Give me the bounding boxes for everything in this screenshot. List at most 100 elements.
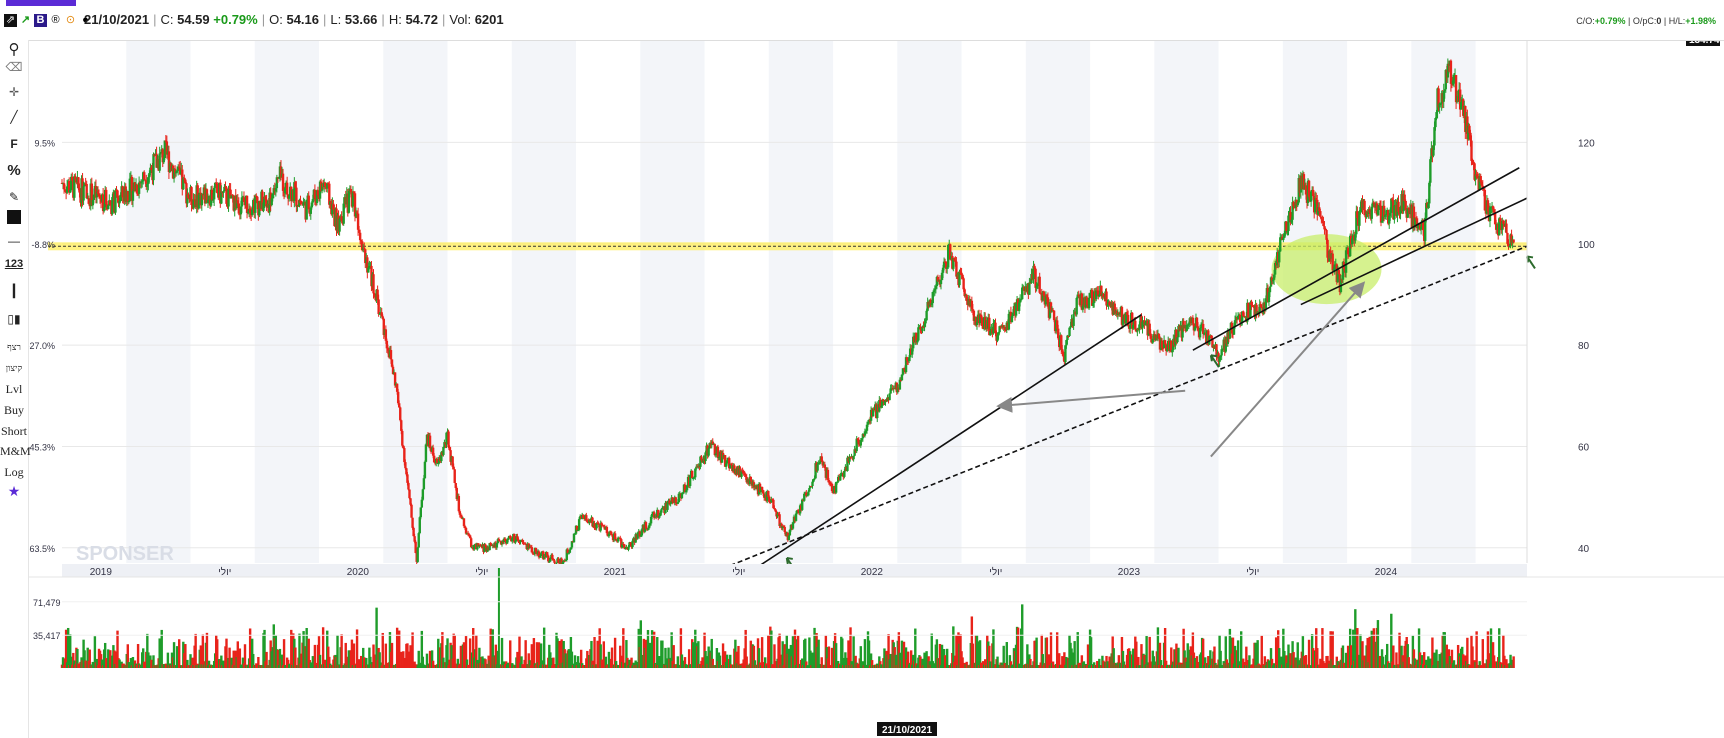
candle-body — [186, 194, 189, 204]
search-icon[interactable]: ⚲ — [8, 41, 20, 58]
candle-body — [867, 420, 871, 423]
volume-bar — [1082, 661, 1086, 668]
candle-body — [1075, 297, 1078, 315]
crosshair-icon[interactable]: ✛ — [8, 85, 20, 99]
short-button[interactable]: Short — [0, 424, 27, 438]
percent-tick-label: -63.5% — [26, 544, 55, 554]
vertical-line-icon[interactable]: ┃ — [10, 284, 18, 298]
candle-body — [823, 464, 827, 469]
volume-bar — [887, 634, 890, 668]
volume-bar — [1398, 632, 1401, 668]
candle-body — [954, 260, 957, 262]
volume-bar — [317, 636, 321, 668]
settings-icon[interactable]: ⊙ — [65, 14, 76, 26]
candle-body — [419, 507, 422, 518]
candle-body — [1036, 283, 1039, 287]
candle-body — [1090, 289, 1094, 306]
x-tick-label: יולי — [989, 566, 1002, 578]
buy-button[interactable]: Buy — [3, 403, 24, 417]
pencil-icon[interactable]: ✎ — [8, 190, 20, 204]
volume-bar — [593, 637, 596, 668]
candle-body — [200, 194, 204, 206]
candle-body — [803, 493, 806, 501]
volume-bar — [1191, 632, 1195, 668]
candle-body — [974, 317, 978, 325]
candle-body — [830, 483, 834, 492]
volume-bar — [1263, 656, 1267, 668]
x-tick-label: יולי — [475, 566, 488, 578]
candle-body — [349, 188, 353, 193]
active-tab-indicator[interactable] — [6, 0, 76, 6]
volume-bar — [388, 632, 392, 668]
volume-bar — [952, 626, 955, 668]
candle-body — [1066, 335, 1069, 341]
candle-body — [1491, 206, 1495, 210]
extreme-button[interactable]: קיצון — [5, 363, 23, 373]
volume-bar — [735, 651, 738, 668]
candle-body — [498, 540, 502, 542]
candle-body — [1097, 290, 1100, 297]
candle-body — [594, 528, 597, 530]
volume-bar — [599, 644, 602, 668]
volume-bar — [313, 644, 317, 668]
candle-body — [279, 166, 283, 177]
volume-bar — [1254, 642, 1257, 668]
color-swatch-button[interactable] — [0, 210, 28, 227]
candle-body — [320, 183, 324, 191]
candle-body — [164, 140, 168, 142]
volume-bar — [955, 635, 958, 668]
candle-body — [1282, 237, 1285, 240]
volume-bar — [1450, 649, 1454, 668]
candle-body — [400, 420, 403, 431]
candle-body — [295, 187, 298, 207]
candle-body — [1351, 238, 1354, 245]
star-icon[interactable]: ★ — [7, 483, 21, 499]
volume-bar — [336, 635, 339, 668]
volume-bar — [194, 633, 197, 668]
candle-body — [597, 523, 600, 525]
volume-bar — [1182, 628, 1185, 668]
compare-icon[interactable]: ↗ — [20, 14, 31, 26]
volume-bar — [930, 633, 933, 668]
candle-body — [328, 183, 331, 205]
candle-body — [1492, 209, 1496, 213]
candle-body — [888, 393, 891, 401]
candle-body — [1199, 327, 1203, 329]
volume-bar — [1016, 627, 1020, 668]
candle-body — [182, 177, 185, 190]
candle-body — [1443, 89, 1446, 91]
sequence-button[interactable]: רצף — [7, 342, 21, 352]
log-button[interactable]: Log — [4, 465, 24, 479]
chart-type-icon[interactable]: ⇗ — [4, 14, 17, 27]
mm-button[interactable]: M&M — [0, 444, 31, 458]
candle-body — [781, 526, 784, 529]
percent-tick-label: -8.8% — [31, 240, 55, 250]
candle-body — [857, 439, 860, 445]
count-button[interactable]: 123 — [4, 258, 24, 270]
line-style-icon[interactable]: — — [8, 234, 20, 248]
annotation-arrows[interactable] — [785, 255, 1536, 571]
fibonacci-button[interactable]: F — [10, 137, 18, 151]
eraser-icon[interactable]: ⌫ — [5, 60, 23, 74]
candle-body — [215, 182, 218, 184]
candle-body — [455, 487, 458, 500]
volume-bar — [278, 648, 282, 668]
volume-bar — [1289, 653, 1292, 668]
lvl-button[interactable]: Lvl — [5, 382, 23, 396]
line-tool-icon[interactable]: ╱ — [10, 110, 18, 124]
horizontal-level-highlight[interactable] — [48, 242, 1527, 251]
candle-icon[interactable]: ▯▮ — [7, 312, 21, 326]
b-icon[interactable]: B — [34, 14, 47, 27]
comment-icon[interactable]: ● — [82, 14, 89, 26]
candle-body — [1241, 311, 1244, 323]
percent-button[interactable]: % — [7, 162, 21, 179]
registered-icon[interactable]: ® — [51, 14, 60, 26]
candle-body — [140, 181, 144, 183]
trendlines[interactable] — [729, 167, 1528, 569]
volume-bar — [1512, 656, 1515, 668]
candle-body — [567, 552, 571, 554]
candle-body — [1421, 220, 1425, 231]
candle-body — [1069, 326, 1072, 328]
volume-bar — [146, 633, 149, 668]
